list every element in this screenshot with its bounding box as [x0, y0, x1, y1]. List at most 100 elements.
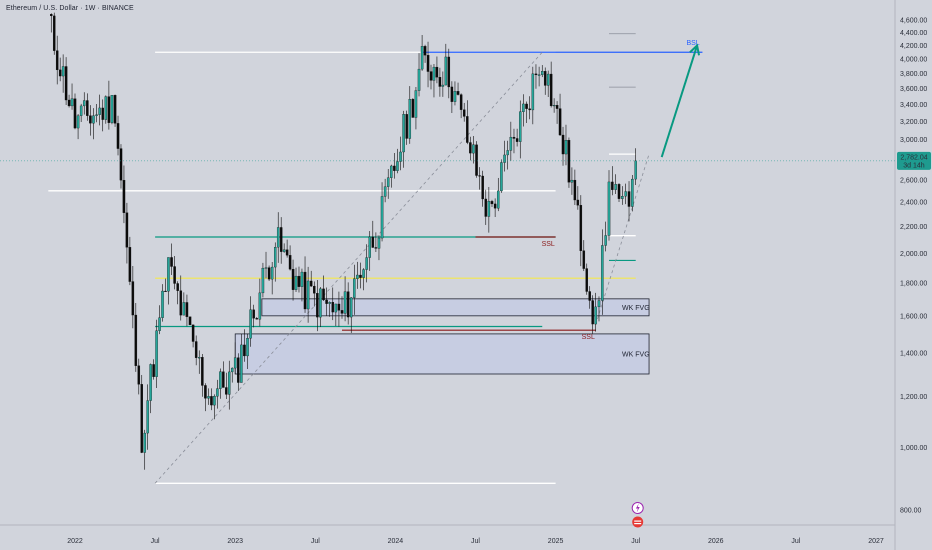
candle-body	[101, 107, 104, 120]
candle-body	[534, 73, 538, 76]
price-badge-value: 2,782.04	[900, 154, 927, 161]
candle-body	[276, 227, 280, 248]
x-tick-label: 2023	[227, 538, 243, 545]
y-tick-label: 1,000.00	[900, 445, 927, 452]
y-tick-label: 2,600.00	[900, 177, 927, 184]
candle-body	[597, 300, 601, 308]
x-tick-label: 2026	[708, 538, 724, 545]
candle-body	[288, 255, 292, 270]
candle-body	[444, 56, 448, 86]
candle-body	[219, 371, 222, 389]
candle-body	[243, 344, 246, 357]
candle-body	[414, 90, 418, 118]
candle-body	[365, 257, 368, 270]
candle-body	[158, 317, 161, 331]
level-label-bsl: BSL	[686, 40, 699, 47]
candle-body	[420, 46, 424, 70]
candle-body	[490, 201, 494, 205]
y-tick-label: 1,800.00	[900, 280, 927, 287]
x-tick-label: Jul	[471, 538, 480, 545]
candle-body	[349, 297, 353, 318]
x-tick-label: 2027	[868, 538, 884, 545]
candle-body	[116, 123, 120, 149]
y-tick-label: 2,400.00	[900, 200, 927, 207]
candle-body	[432, 66, 436, 81]
trend-dashed-line	[154, 51, 543, 484]
candle-body	[362, 269, 365, 278]
candle-body	[230, 367, 234, 373]
candle-body	[570, 179, 574, 183]
candle-body	[543, 71, 547, 86]
candle-body	[487, 201, 491, 217]
candle-body	[143, 432, 146, 453]
candle-body	[322, 288, 325, 301]
candle-body	[564, 140, 568, 155]
candle-body	[325, 299, 328, 304]
y-tick-label: 1,600.00	[900, 313, 927, 320]
us-flag-icon	[632, 516, 644, 528]
candle-body	[185, 302, 189, 317]
candle-body	[359, 274, 362, 278]
candle-body	[607, 181, 611, 236]
candle-body	[631, 178, 634, 207]
candle-body	[617, 184, 621, 199]
x-tick-label: Jul	[311, 538, 320, 545]
candle-body	[481, 175, 484, 200]
y-tick-label: 1,400.00	[900, 351, 927, 358]
candle-body	[417, 68, 421, 91]
candle-body	[408, 99, 412, 139]
candle-body	[79, 105, 83, 116]
candle-body	[374, 247, 378, 249]
candle-body	[264, 267, 268, 269]
candle-body	[297, 275, 301, 287]
candle-body	[237, 357, 240, 383]
candle-body	[567, 140, 571, 183]
candle-body	[497, 190, 500, 209]
candle-body	[588, 291, 591, 301]
y-tick-label: 3,600.00	[900, 86, 927, 93]
candle-body	[371, 236, 375, 248]
candle-body	[119, 148, 123, 181]
candle-body	[188, 316, 192, 326]
candle-body	[128, 247, 132, 282]
candle-body	[152, 364, 155, 377]
candle-body	[316, 293, 319, 318]
candle-body	[137, 365, 141, 385]
candle-body	[213, 396, 216, 406]
candle-body	[528, 108, 531, 111]
candle-body	[107, 96, 111, 123]
candle-body	[285, 249, 289, 256]
candle-body	[576, 199, 580, 206]
candle-body	[537, 74, 541, 76]
candle-body	[435, 66, 439, 78]
candle-body	[475, 144, 478, 176]
candle-body	[95, 114, 98, 116]
candle-body	[240, 344, 243, 383]
y-tick-label: 4,200.00	[900, 43, 927, 50]
candle-body	[478, 175, 481, 177]
candle-body	[561, 134, 565, 155]
candle-body	[210, 396, 213, 406]
candle-body	[182, 302, 186, 316]
candle-body	[328, 302, 331, 304]
candle-body	[167, 257, 170, 292]
candle-body	[179, 290, 183, 316]
projection-arrow-head	[689, 43, 700, 56]
candle-body	[396, 161, 399, 171]
candle-body	[122, 180, 126, 213]
candle-body	[233, 357, 237, 369]
price-badge-countdown: 3d 14h	[903, 162, 925, 169]
flag-stripe	[634, 523, 642, 525]
y-tick-label: 800.00	[900, 508, 922, 515]
candle-body	[110, 95, 114, 123]
candle-body	[155, 330, 158, 377]
y-tick-label: 4,600.00	[900, 18, 927, 25]
candle-body	[201, 357, 204, 386]
candle-body	[282, 249, 286, 252]
y-tick-label: 3,000.00	[900, 137, 927, 144]
projection-arrow	[660, 45, 699, 158]
candle-body	[634, 160, 637, 180]
candle-body	[356, 274, 359, 279]
